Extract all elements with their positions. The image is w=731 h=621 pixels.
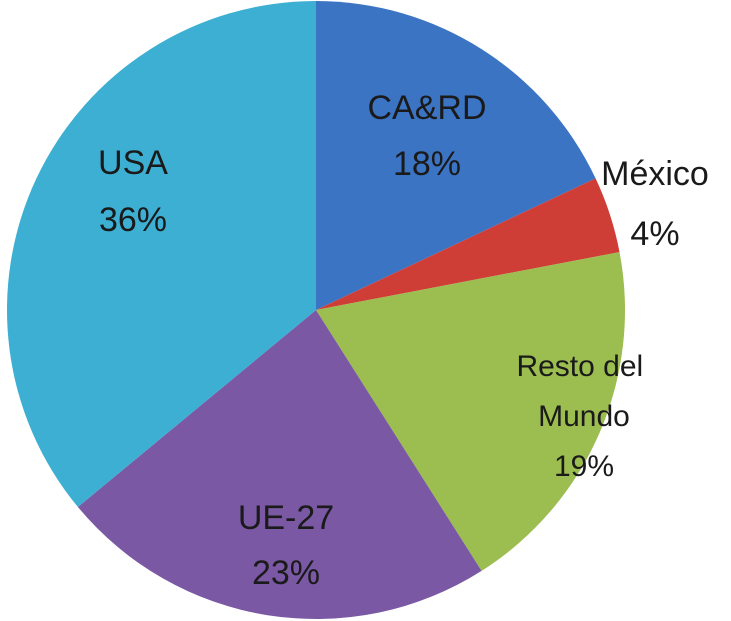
pie-slice [7,1,316,507]
slice-category-label: México [601,155,709,193]
slice-category-label: Resto del Mundo [516,350,651,433]
slice-value-label: 36% [99,201,167,239]
slice-category-label: UE-27 [238,499,334,537]
slice-value-label: 19% [554,450,614,483]
slice-category-label: CA&RD [367,89,486,127]
pie-slice [316,1,596,310]
pie-slice [77,310,482,619]
slice-value-label: 23% [252,554,320,592]
pie-slice [316,178,620,310]
slice-value-label: 18% [393,145,461,183]
slice-value-label: 4% [630,215,679,253]
slice-category-label: USA [98,144,168,182]
pie-slice [316,252,625,571]
